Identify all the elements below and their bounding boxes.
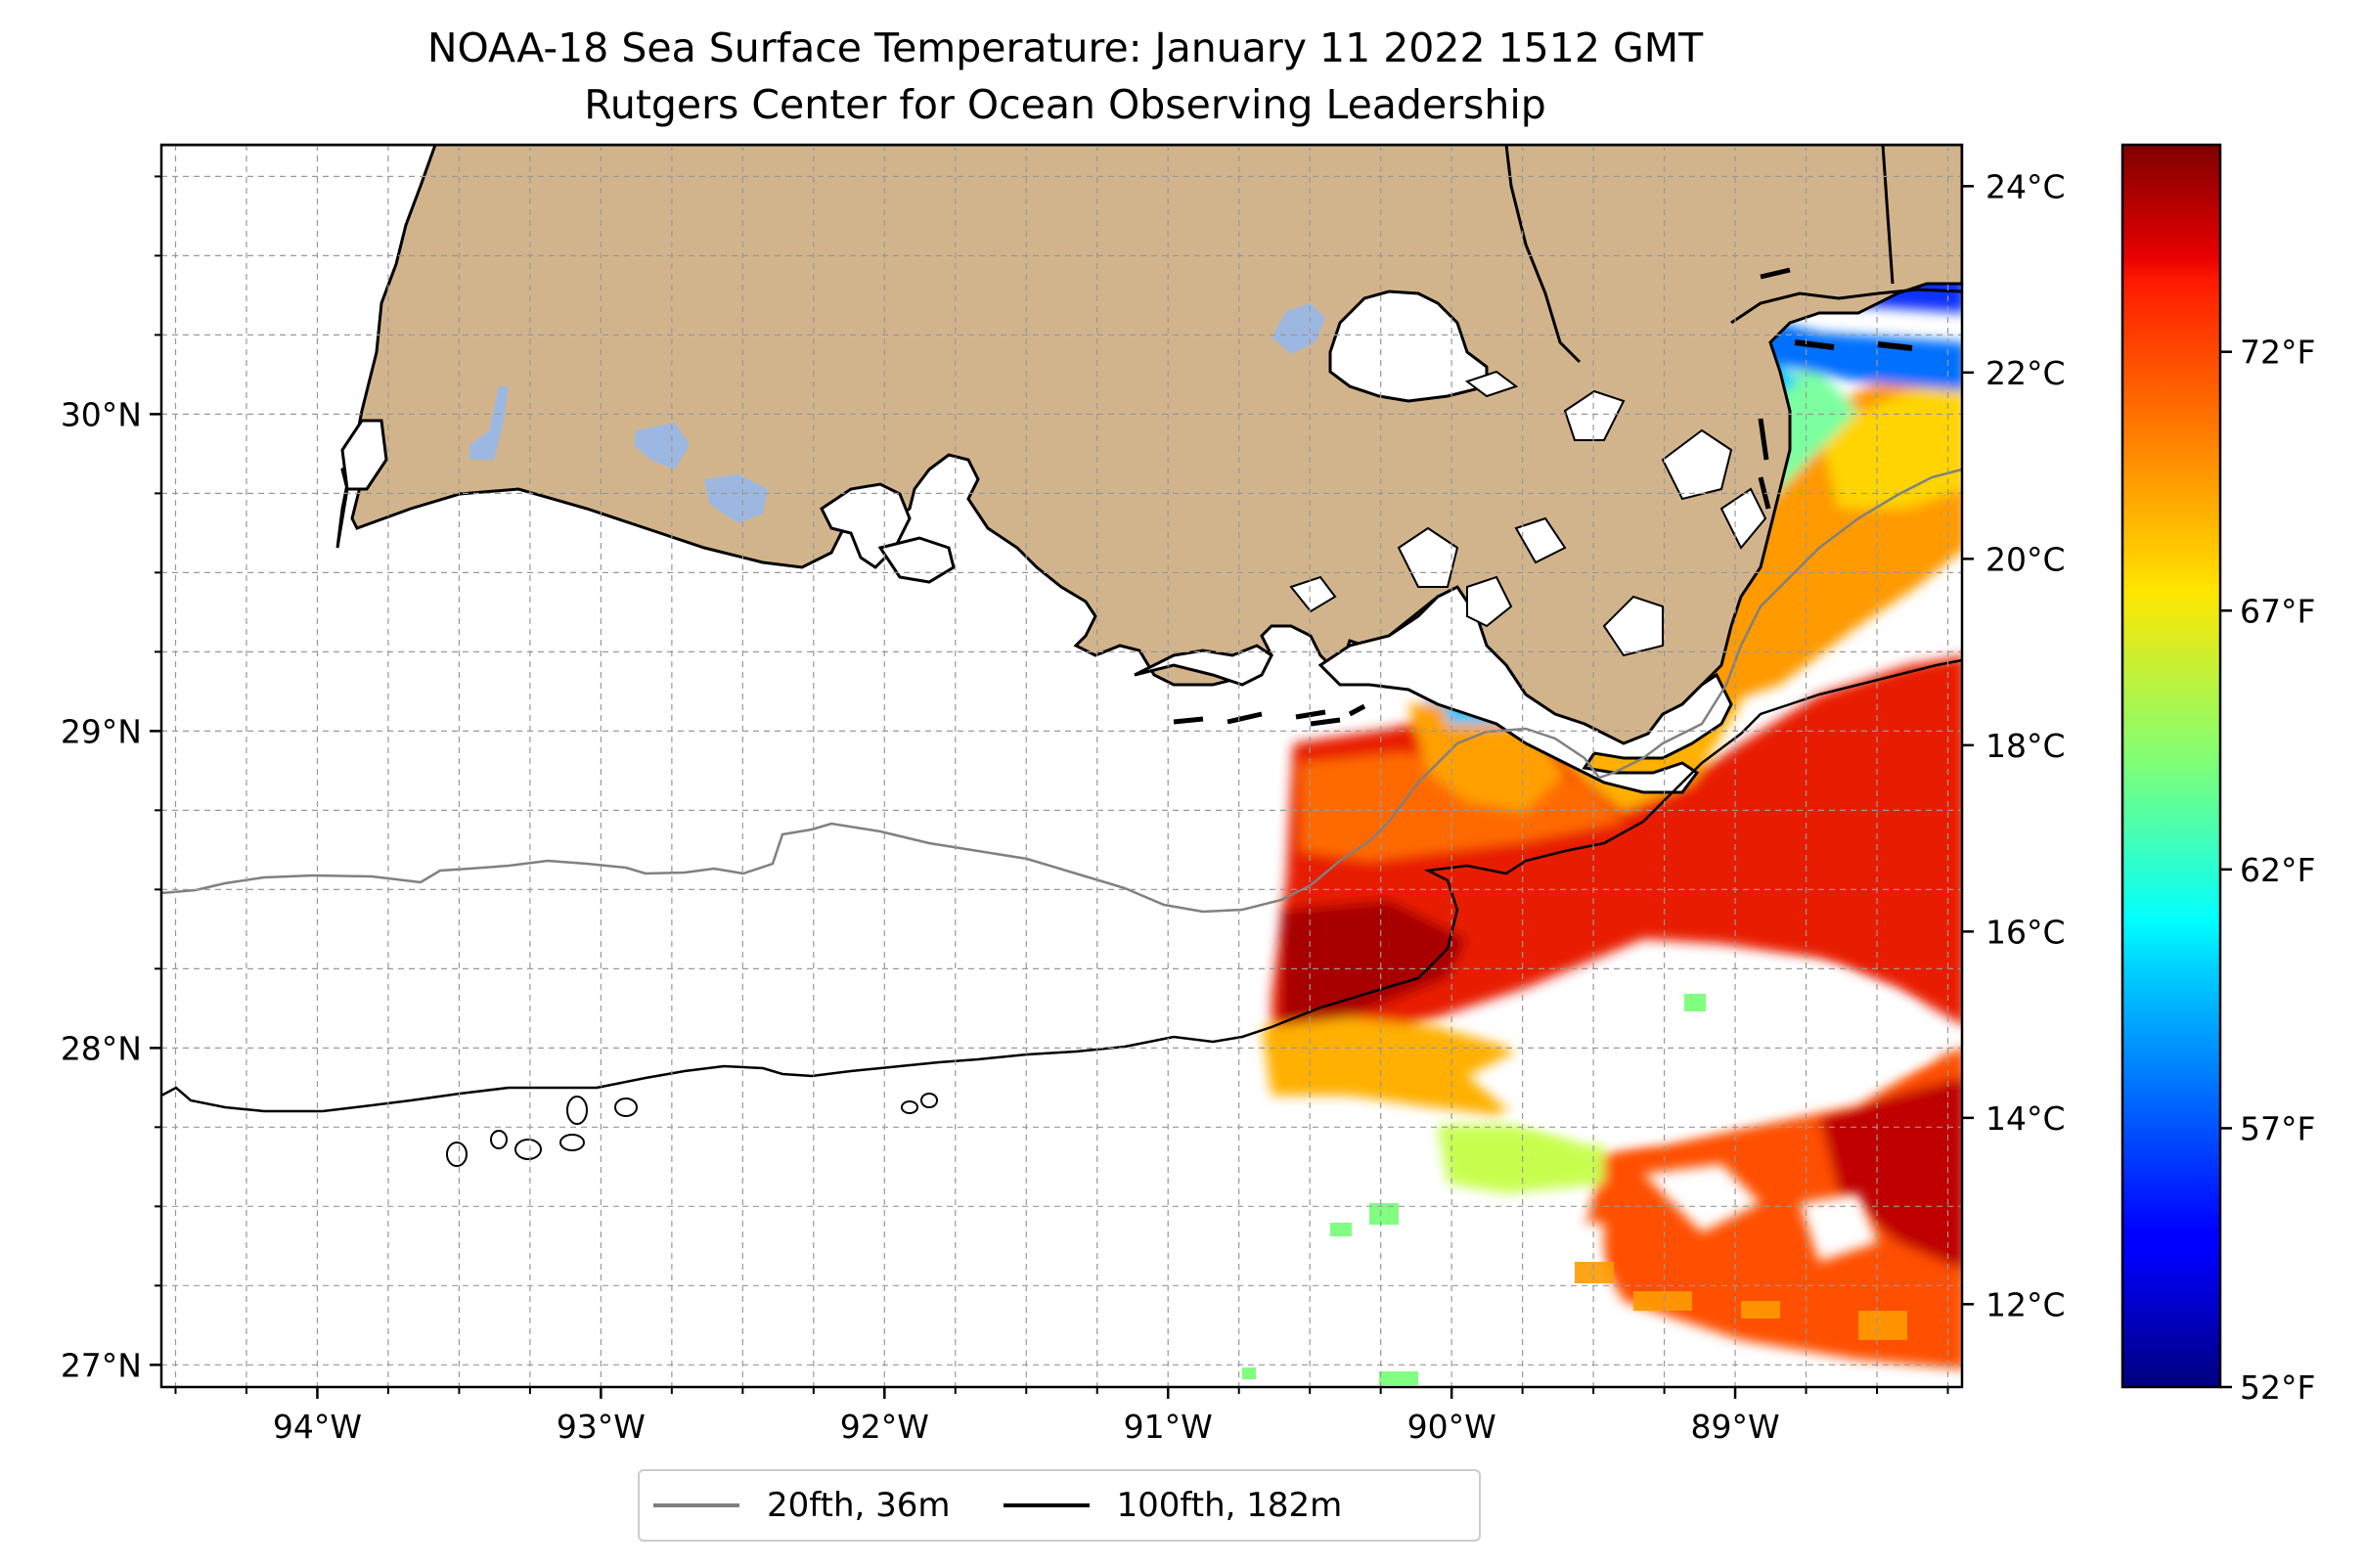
x-tick-label: 93°W xyxy=(557,1408,646,1446)
celsius-tick-label: 24°C xyxy=(1986,167,2066,205)
legend-item-100fth: 100fth, 182m xyxy=(1003,1486,1343,1525)
chart-subtitle: Rutgers Center for Ocean Observing Leade… xyxy=(584,81,1546,128)
legend-swatch-20fth xyxy=(653,1503,739,1507)
legend-label-20fth: 20fth, 36m xyxy=(767,1486,951,1525)
celsius-tick-label: 18°C xyxy=(1986,727,2066,765)
celsius-tick-label: 12°C xyxy=(1986,1285,2066,1323)
celsius-tick-label: 14°C xyxy=(1986,1099,2066,1138)
y-tick-label: 28°N xyxy=(61,1029,142,1067)
gridlines xyxy=(161,145,1962,1387)
x-tick-label: 91°W xyxy=(1124,1408,1213,1446)
colorbar-f-tick-label: 72°F xyxy=(2240,334,2315,372)
celsius-tick-label: 20°C xyxy=(1986,540,2066,578)
colorbar xyxy=(2120,143,2222,1389)
legend-swatch-100fth xyxy=(1003,1503,1090,1507)
legend-item-20fth: 20fth, 36m xyxy=(653,1486,951,1525)
y-tick-label: 29°N xyxy=(61,712,142,750)
contour-100fth xyxy=(161,658,1962,1113)
colorbar-f-tick-label: 62°F xyxy=(2240,851,2315,889)
y-tick-label: 27°N xyxy=(61,1346,142,1384)
contour-20fth xyxy=(161,468,1962,914)
land-mass xyxy=(161,145,1962,755)
celsius-tick-label: 22°C xyxy=(1986,354,2066,392)
colorbar-f-tick-label: 52°F xyxy=(2240,1368,2315,1407)
y-tick-label: 30°N xyxy=(61,395,142,433)
x-tick-label: 94°W xyxy=(273,1408,362,1446)
inland-lakes xyxy=(469,303,1325,523)
legend-label-100fth: 100fth, 182m xyxy=(1116,1486,1343,1525)
colorbar-f-tick-label: 57°F xyxy=(2240,1109,2315,1147)
legend: 20fth, 36m 100fth, 182m xyxy=(638,1469,1481,1542)
x-tick-label: 92°W xyxy=(840,1408,929,1446)
celsius-tick-label: 16°C xyxy=(1986,913,2066,951)
colorbar-f-tick-label: 67°F xyxy=(2240,592,2315,630)
chart-title: NOAA-18 Sea Surface Temperature: January… xyxy=(426,24,1704,71)
map-frame xyxy=(159,143,1964,1389)
x-tick-label: 90°W xyxy=(1407,1408,1496,1446)
x-tick-label: 89°W xyxy=(1691,1408,1780,1446)
